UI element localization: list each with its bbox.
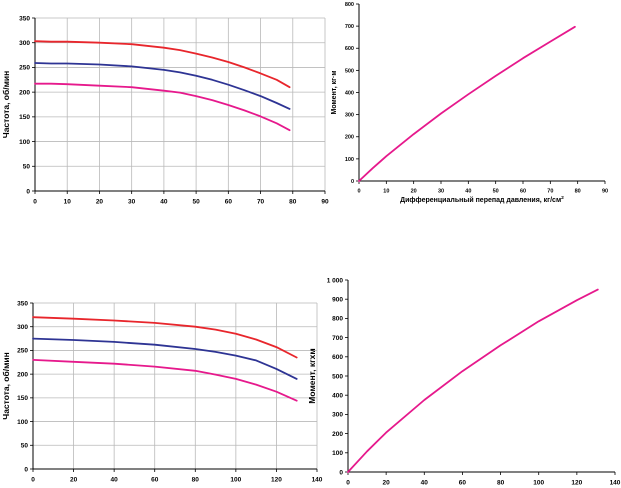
- x-tick-label: 140: [610, 480, 621, 487]
- x-tick-label: 60: [520, 189, 526, 195]
- y-tick-label: 50: [21, 443, 29, 450]
- x-tick-label: 50: [192, 199, 200, 206]
- chart-frequency-top: 0 50 100 150 200 250 300 350 0 10 20 30 40 50 60 70 80 90…: [0, 0, 340, 215]
- y-tick-label: 150: [17, 395, 28, 402]
- x-tick-label: 20: [96, 199, 104, 206]
- y-tick-label: 0: [24, 466, 28, 473]
- x-tick-label: 140: [312, 477, 323, 484]
- y-tick-label: 200: [19, 89, 30, 96]
- chart-svg-frequency-bottom: 0 50 100 150 200 250 300 350 0 20 40 60 80 100 120 140 Ч…: [1, 300, 323, 484]
- x-tick-label: 100: [230, 477, 241, 484]
- x-tick-label: 40: [160, 199, 168, 206]
- y-tick-label: 100: [19, 139, 30, 146]
- x-tick-label: 0: [33, 199, 37, 206]
- y-tick-label: 900: [332, 296, 343, 303]
- series-line-magenta: [32, 359, 298, 402]
- x-tick-label: 80: [192, 477, 200, 484]
- x-tick-label: 40: [111, 477, 119, 484]
- x-tick-label: 60: [151, 477, 159, 484]
- chart-svg-frequency-top: 0 50 100 150 200 250 300 350 0 10 20 30 40 50 60 70 80 90…: [1, 15, 329, 206]
- y-tick-label: 50: [23, 164, 31, 171]
- x-tick-label: 60: [459, 480, 467, 487]
- x-tick-label: 50: [493, 189, 499, 195]
- x-tick-label: 20: [70, 477, 78, 484]
- y-axis-title: Момент, кг·м: [331, 70, 338, 114]
- x-tick-label: 40: [421, 480, 429, 487]
- x-tick-label: 40: [465, 189, 471, 195]
- series-line-navy: [34, 62, 291, 110]
- x-tick-label: 20: [411, 189, 417, 195]
- y-tick-label: 1 000: [327, 277, 344, 284]
- x-tick-label: 70: [547, 189, 553, 195]
- y-tick-label: 600: [332, 354, 343, 361]
- series-line-magenta: [358, 25, 576, 182]
- series-line-navy: [32, 337, 298, 380]
- y-tick-label: 350: [17, 300, 28, 307]
- x-tick-label: 0: [31, 477, 35, 484]
- y-tick-label: 0: [351, 179, 354, 185]
- x-tick-label: 80: [575, 189, 581, 195]
- x-tick-label: 20: [383, 480, 391, 487]
- y-tick-label: 250: [19, 65, 30, 72]
- x-tick-label: 70: [257, 199, 265, 206]
- x-tick-label: 10: [64, 199, 72, 206]
- x-tick-label: 90: [321, 199, 329, 206]
- chart-frequency-bottom: 0 50 100 150 200 250 300 350 0 20 40 60 80 100 120 140 Ч…: [0, 295, 330, 488]
- y-tick-label: 700: [345, 24, 354, 30]
- y-tick-label: 350: [19, 15, 30, 22]
- y-tick-label: 0: [339, 469, 343, 476]
- chart-svg-torque-bottom: 0 100 200 300 400 500 600 700 800 900 1 000 0 20 40 60…: [307, 277, 621, 487]
- y-tick-label: 200: [332, 431, 343, 438]
- x-tick-label: 30: [128, 199, 136, 206]
- y-tick-label: 200: [345, 135, 354, 141]
- x-tick-label: 30: [438, 189, 444, 195]
- chart-torque-bottom: 0 100 200 300 400 500 600 700 800 900 1 000 0 20 40 60…: [305, 265, 621, 488]
- series-line-magenta: [347, 288, 599, 473]
- y-tick-label: 0: [26, 188, 30, 195]
- series-line-red: [34, 40, 291, 89]
- x-tick-label: 10: [383, 189, 389, 195]
- y-tick-label: 700: [332, 335, 343, 342]
- series-line-magenta: [34, 82, 291, 132]
- y-tick-label: 300: [19, 40, 30, 47]
- y-axis-title: Частота, об/мин: [1, 352, 11, 420]
- y-tick-label: 400: [332, 392, 343, 399]
- y-tick-label: 600: [345, 46, 354, 52]
- y-tick-label: 300: [17, 324, 28, 331]
- x-axis-title-superscript: 2: [561, 195, 564, 201]
- y-tick-label: 500: [345, 68, 354, 74]
- x-tick-label: 60: [225, 199, 233, 206]
- y-tick-label: 800: [332, 316, 343, 323]
- y-tick-label: 200: [17, 371, 28, 378]
- y-tick-label: 300: [332, 412, 343, 419]
- chart-torque-top: 0 100 200 300 400 500 600 700 800 0 10 20 30 40 50 60 70…: [326, 0, 621, 215]
- series-line-red: [32, 316, 298, 359]
- y-tick-label: 400: [345, 90, 354, 96]
- y-tick-label: 100: [17, 419, 28, 426]
- chart-svg-torque-top: 0 100 200 300 400 500 600 700 800 0 10 20 30 40 50 60 70…: [331, 2, 608, 204]
- y-axis-title: Частота, об/мин: [1, 71, 11, 139]
- y-tick-label: 500: [332, 373, 343, 380]
- x-tick-label: 90: [602, 189, 608, 195]
- y-tick-label: 300: [345, 113, 354, 119]
- x-tick-label: 100: [533, 480, 544, 487]
- x-tick-label: 0: [357, 189, 360, 195]
- x-tick-label: 0: [346, 480, 350, 487]
- y-tick-label: 250: [17, 348, 28, 355]
- x-axis-title: Дифференциальный перепад давления, кг/см…: [400, 195, 564, 204]
- x-tick-label: 120: [571, 480, 582, 487]
- y-tick-label: 800: [345, 2, 354, 8]
- x-tick-label: 80: [289, 199, 297, 206]
- y-tick-label: 150: [19, 114, 30, 121]
- y-tick-label: 100: [345, 157, 354, 163]
- x-tick-label: 120: [271, 477, 282, 484]
- y-axis-title: Момент, кгхм: [307, 348, 317, 403]
- y-tick-label: 100: [332, 450, 343, 457]
- x-tick-label: 80: [497, 480, 505, 487]
